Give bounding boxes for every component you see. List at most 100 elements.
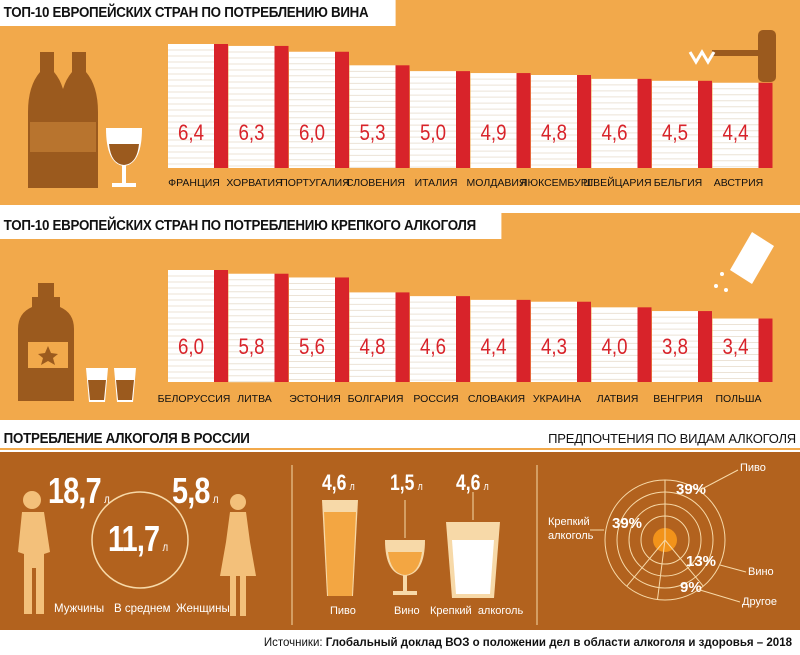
bar-accent-0-6 [577, 75, 591, 168]
bar-0-7 [591, 78, 652, 168]
average-circle [91, 491, 189, 589]
bar-1-8 [652, 311, 712, 382]
bar-value-label-0-7: 4,6 [602, 122, 628, 146]
bar-accent-0-2 [335, 51, 349, 168]
source-text: Глобальный доклад ВОЗ о положении дел в … [325, 637, 792, 649]
pie-slice-2 [656, 539, 666, 600]
pie-title: ПРЕДПОЧТЕНИЯ ПО ВИДАМ АЛКОГОЛЯ [548, 431, 796, 446]
leader-beer [699, 469, 739, 491]
bar-1-9 [712, 318, 773, 382]
bar-category-label-1-3: БОЛГАРИЯ [348, 393, 404, 405]
bar-0-6 [531, 75, 591, 168]
bar-category-label-1-0: БЕЛОРУССИЯ [158, 393, 231, 405]
bar-accent-1-7 [637, 307, 652, 382]
bar-value-label-1-4: 4,6 [420, 336, 446, 360]
bar-category-label-0-8: БЕЛЬГИЯ [654, 177, 703, 189]
bar-accent-1-1 [274, 273, 289, 382]
bar-0-3 [349, 65, 410, 168]
bar-category-label-1-1: ЛИТВА [237, 393, 272, 405]
bar-0-1 [228, 45, 289, 168]
bar-accent-0-7 [637, 78, 652, 168]
bar-value-label-0-1: 6,3 [239, 122, 265, 146]
source-prefix: Источники: [263, 637, 323, 649]
bar-category-label-1-8: ВЕНГРИЯ [653, 393, 702, 405]
bar-value-label-1-5: 4,4 [481, 336, 507, 360]
bar-value-label-0-5: 4,9 [481, 122, 507, 146]
bar-1-3 [349, 292, 410, 382]
bar-category-label-0-3: СЛОВЕНИЯ [346, 177, 405, 189]
bar-category-label-0-4: ИТАЛИЯ [415, 177, 458, 189]
bar-accent-1-2 [335, 277, 349, 382]
bar-accent-0-0 [214, 44, 228, 168]
leader-other [699, 589, 741, 603]
bar-category-label-0-7: ШВЕЙЦАРИЯ [583, 176, 651, 189]
bar-accent-1-8 [698, 311, 712, 382]
bar-category-label-1-2: ЭСТОНИЯ [289, 393, 341, 405]
salt-shaker-icon [714, 232, 774, 292]
bar-category-label-1-4: РОССИЯ [413, 393, 458, 405]
bar-value-label-1-3: 4,8 [360, 336, 386, 360]
alcohol-preference-pie: 39% 13% 9% 39% [590, 469, 747, 603]
pie-slice-3 [626, 539, 666, 587]
bar-1-5 [470, 299, 531, 382]
bar-category-label-0-6: ЛЮКСЕМБУРГ [521, 177, 594, 189]
bar-accent-1-6 [577, 301, 591, 382]
bar-1-2 [289, 277, 349, 382]
bar-1-1 [228, 273, 289, 383]
bar-value-label-0-4: 5,0 [420, 122, 446, 146]
bar-value-label-0-8: 4,5 [662, 122, 688, 146]
bar-value-label-0-2: 6,0 [299, 122, 325, 146]
bar-value-label-1-2: 5,6 [299, 336, 325, 360]
bar-1-7 [591, 307, 652, 382]
source-note: Источники: Глобальный доклад ВОЗ о полож… [0, 632, 800, 655]
bar-category-label-1-6: УКРАИНА [533, 393, 581, 405]
pie-slice-0 [664, 539, 704, 587]
pie-value-label-0: 39% [676, 481, 706, 498]
bar-accent-0-5 [516, 73, 531, 168]
bar-value-label-1-6: 4,3 [541, 336, 567, 360]
russia-title: ПОТРЕБЛЕНИЕ АЛКОГОЛЯ В РОССИИ [3, 431, 250, 447]
spirits-glass-icon [446, 492, 500, 598]
shot-glasses-icon [86, 368, 136, 402]
bar-0-2 [289, 51, 349, 168]
bar-1-4 [410, 296, 470, 382]
bar-value-label-0-3: 5,3 [360, 122, 386, 146]
bar-1-6 [531, 301, 591, 382]
bar-value-label-1-9: 3,4 [723, 336, 749, 360]
spirits-bottle-icon [18, 283, 74, 401]
bar-value-label-1-0: 6,0 [178, 336, 204, 360]
bar-value-label-0-0: 6,4 [178, 122, 204, 146]
bar-category-label-0-1: ХОРВАТИЯ [226, 177, 282, 189]
bar-accent-0-3 [395, 65, 410, 168]
bar-accent-0-9 [758, 82, 773, 168]
bar-accent-0-8 [698, 80, 712, 168]
bar-category-label-1-7: ЛАТВИЯ [597, 393, 639, 405]
bar-category-label-1-9: ПОЛЬША [715, 393, 761, 405]
wine-chart-title: ТОП-10 ЕВРОПЕЙСКИХ СТРАН ПО ПОТРЕБЛЕНИЮ … [0, 0, 396, 26]
pie-value-label-2: 13% [686, 553, 716, 570]
bar-value-label-0-9: 4,4 [723, 122, 749, 146]
beer-glass-icon [322, 500, 358, 596]
bar-category-label-1-5: СЛОВАКИЯ [468, 393, 525, 405]
spirits-chart-title: ТОП-10 ЕВРОПЕЙСКИХ СТРАН ПО ПОТРЕБЛЕНИЮ … [0, 213, 502, 239]
spirits-bars: 6,0 БЕЛОРУССИЯ 5,8 ЛИТВА 5,6 ЭСТОНИЯ 4,8 БОЛГАР… [158, 270, 773, 405]
charts-canvas: 6,4 ФРАНЦИЯ 6,3 ХОРВАТИЯ 6,0 ПОРТУГАЛИЯ 5,3 СЛО… [18, 30, 776, 625]
man-icon [18, 491, 50, 614]
bar-accent-1-3 [395, 292, 410, 382]
bar-0-0 [168, 44, 228, 168]
bar-0-9 [712, 82, 773, 168]
bar-category-label-0-2: ПОРТУГАЛИЯ [280, 177, 350, 189]
bar-0-5 [470, 73, 531, 168]
bar-category-label-0-9: АВСТРИЯ [714, 177, 763, 189]
russia-divider [0, 448, 800, 450]
bar-value-label-1-1: 5,8 [239, 336, 265, 360]
pie-value-label-3: 9% [680, 579, 702, 596]
bar-0-4 [410, 71, 470, 168]
bar-accent-1-0 [214, 270, 228, 382]
wine-glass-icon [106, 128, 142, 187]
bar-0-8 [652, 80, 712, 168]
bar-accent-0-1 [274, 45, 289, 168]
bar-accent-0-4 [456, 71, 470, 168]
wine-bars: 6,4 ФРАНЦИЯ 6,3 ХОРВАТИЯ 6,0 ПОРТУГАЛИЯ 5,3 СЛО… [168, 44, 773, 189]
wine-glass-small-icon [385, 500, 425, 595]
